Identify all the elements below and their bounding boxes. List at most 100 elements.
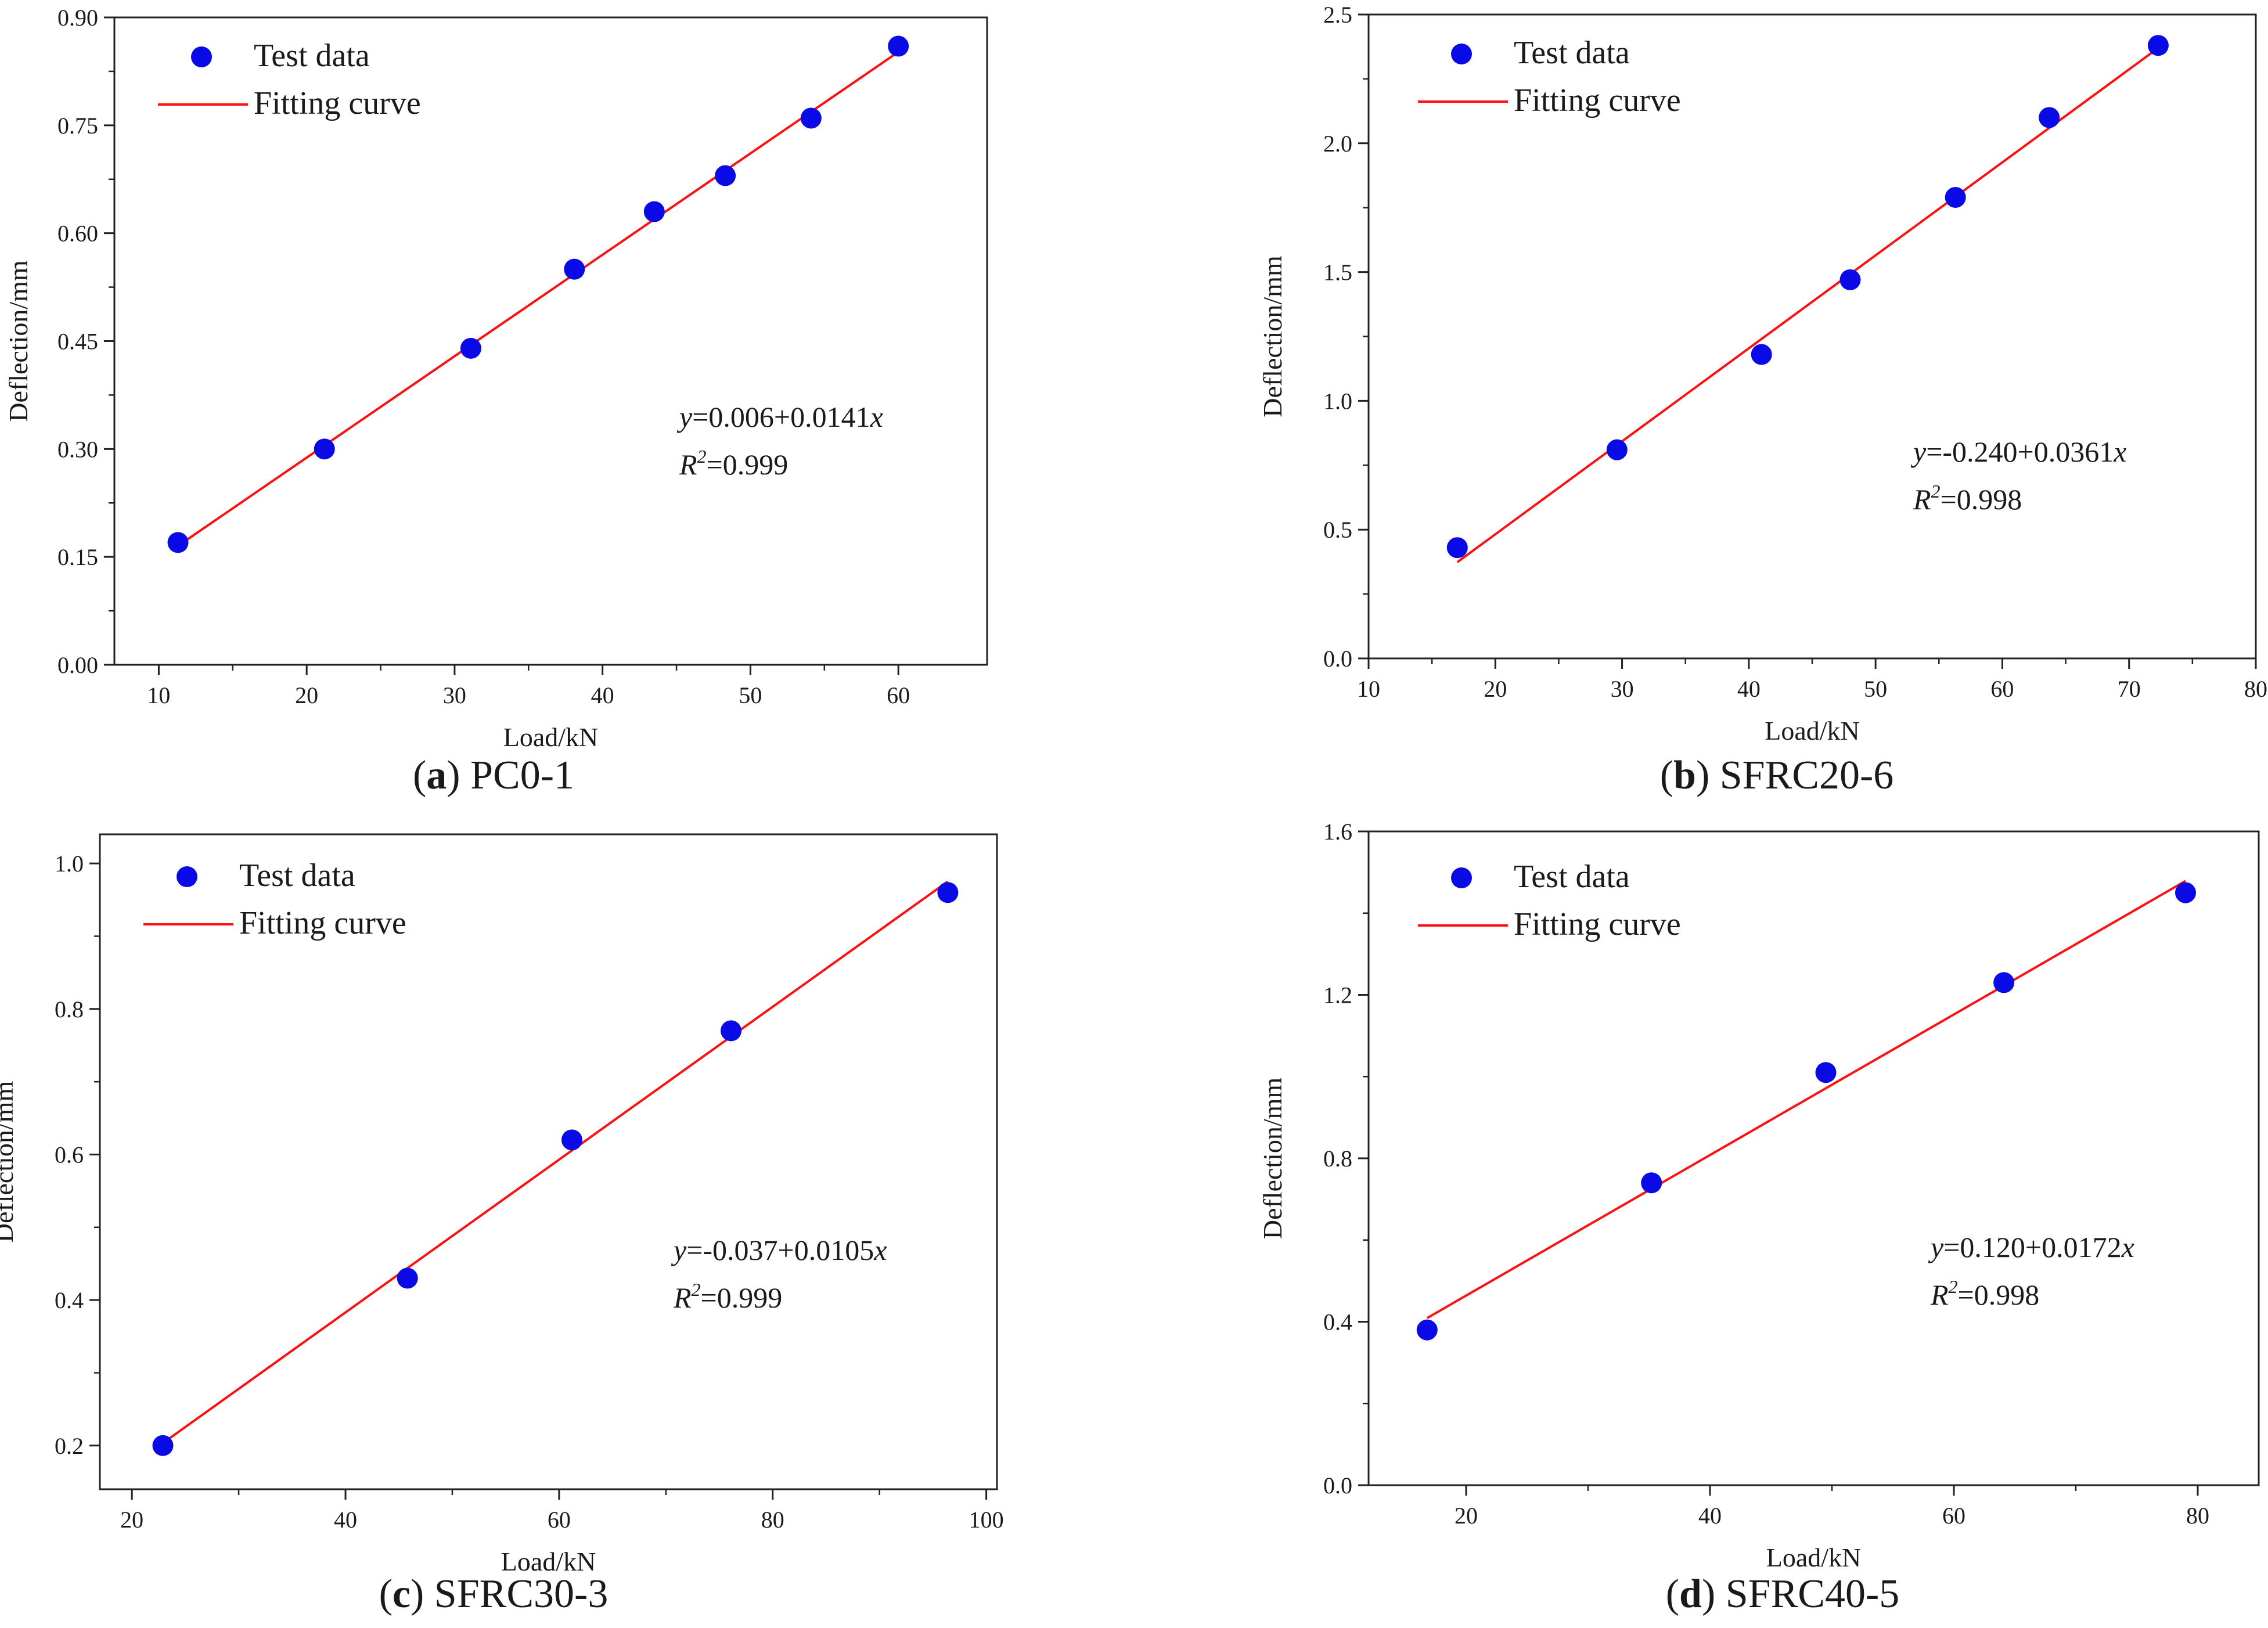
panel-caption: (b) SFRC20-6: [1660, 753, 1894, 798]
y-tick-label: 1.0: [1323, 388, 1352, 414]
data-point: [2039, 107, 2060, 128]
data-point: [937, 882, 959, 903]
y-axis-label: Deflection/mm: [3, 260, 33, 422]
x-tick-label: 80: [2186, 1503, 2209, 1529]
y-tick-label: 0.2: [55, 1433, 84, 1459]
x-tick-label: 80: [761, 1507, 784, 1533]
panel-caption: (a) PC0-1: [413, 753, 574, 798]
data-point: [1993, 972, 2015, 993]
y-tick-label: 0.60: [57, 221, 98, 247]
data-point: [1446, 537, 1468, 559]
x-tick-label: 30: [443, 682, 466, 708]
panel-b: 10 20 30 40 50 60 70 80 0.0 0.5 1.0 1.5 2.0 2.5 Load/k…: [1258, 2, 2267, 798]
x-tick-label: 20: [120, 1507, 143, 1533]
x-tick-label: 50: [739, 682, 762, 708]
data-point: [721, 1020, 742, 1042]
fit-equation: y=-0.240+0.0361x: [1910, 435, 2126, 468]
data-point: [561, 1129, 582, 1151]
data-point: [1751, 344, 1772, 365]
x-tick-label: 40: [1737, 676, 1761, 702]
legend-label-fitting-curve: Fitting curve: [1514, 82, 1681, 118]
legend-label-test-data: Test data: [1514, 35, 1630, 71]
y-tick-label: 0.90: [57, 5, 98, 31]
y-tick-label: 2.5: [1323, 2, 1352, 28]
legend-marker-test-data: [191, 46, 212, 67]
data-point: [1815, 1062, 1837, 1083]
y-tick-label: 0.15: [57, 544, 98, 570]
y-tick-label: 1.5: [1323, 260, 1352, 286]
x-tick-label: 30: [1611, 676, 1634, 702]
y-tick-label: 1.0: [55, 851, 84, 877]
x-tick-label: 60: [887, 682, 910, 708]
y-tick-label: 0.30: [57, 436, 98, 462]
y-tick-label: 0.5: [1323, 517, 1352, 543]
data-point: [2147, 35, 2169, 56]
fit-equation: y=0.120+0.0172x: [1928, 1231, 2134, 1263]
panel-a: 10 20 30 40 50 60 0.00 0.15 0.30 0.45 0.60 0.75 0.90…: [3, 5, 988, 798]
r-squared: R2=0.999: [673, 1279, 782, 1314]
x-tick-label: 10: [1357, 676, 1380, 702]
fitting-curve-line: [1456, 47, 2159, 563]
panel-c: 20 40 60 80 100 0.2 0.4 0.6 0.8 1.0 Load/kN Deflect…: [0, 833, 1004, 1616]
x-tick-label: 60: [548, 1507, 571, 1533]
y-axis-label: Deflection/mm: [1258, 255, 1287, 417]
legend-label-fitting-curve: Fitting curve: [254, 85, 421, 121]
x-tick-label: 40: [1698, 1503, 1722, 1529]
y-tick-label: 0.8: [1323, 1146, 1352, 1172]
legend-label-test-data: Test data: [1514, 859, 1630, 895]
y-tick-label: 0.6: [55, 1141, 84, 1168]
data-point: [643, 201, 665, 222]
legend-label-fitting-curve: Fitting curve: [1514, 906, 1681, 942]
data-point: [314, 438, 335, 460]
y-axis-label: Deflection/mm: [0, 1081, 19, 1243]
data-point: [1416, 1319, 1438, 1341]
legend-label-fitting-curve: Fitting curve: [239, 905, 406, 941]
legend-marker-test-data: [1451, 44, 1472, 64]
x-axis-label: Load/kN: [1766, 1543, 1862, 1572]
y-tick-label: 0.75: [57, 113, 98, 139]
r-squared: R2=0.998: [1913, 481, 2022, 516]
y-tick-label: 0.45: [57, 329, 98, 355]
x-tick-label: 60: [1990, 676, 2014, 702]
data-point: [800, 107, 822, 129]
data-point: [564, 258, 585, 280]
x-tick-label: 20: [295, 682, 318, 708]
y-tick-label: 0.4: [55, 1287, 84, 1313]
x-axis-label: Load/kN: [1765, 716, 1860, 745]
x-tick-label: 20: [1484, 676, 1507, 702]
data-point: [1945, 186, 1966, 208]
fitting-curve-line: [1426, 880, 2186, 1319]
y-tick-label: 1.2: [1323, 982, 1352, 1009]
legend: Test data Fitting curve: [158, 38, 421, 121]
r-squared: R2=0.999: [679, 446, 788, 481]
data-point: [1839, 269, 1861, 290]
x-tick-label: 40: [591, 682, 614, 708]
y-tick-label: 0.0: [1323, 646, 1352, 672]
fit-equation: y=0.006+0.0141x: [676, 401, 883, 433]
data-point: [1641, 1172, 1662, 1194]
plot-frame: [1367, 830, 2260, 1486]
data-point: [888, 35, 909, 57]
x-axis-label: Load/kN: [501, 1547, 596, 1576]
data-point: [1606, 439, 1628, 460]
data-point: [397, 1267, 418, 1289]
y-tick-label: 0.8: [55, 996, 84, 1022]
y-axis-label: Deflection/mm: [1258, 1078, 1287, 1240]
x-tick-label: 60: [1942, 1503, 1965, 1529]
legend: Test data Fitting curve: [1418, 859, 1681, 942]
panel-caption: (d) SFRC40-5: [1666, 1572, 1900, 1616]
data-point: [167, 532, 189, 553]
legend-marker-test-data: [1451, 867, 1472, 888]
y-tick-label: 0.00: [57, 652, 98, 678]
x-tick-label: 100: [969, 1507, 1004, 1533]
plot-frame: [113, 16, 988, 666]
plot-frame: [1367, 13, 2257, 660]
x-tick-label: 40: [334, 1507, 357, 1533]
y-tick-label: 1.6: [1323, 819, 1352, 845]
fitting-curve-line: [162, 880, 949, 1445]
y-tick-label: 0.4: [1323, 1309, 1352, 1335]
fitting-curve-line: [177, 51, 899, 547]
data-point: [2175, 882, 2196, 903]
x-tick-label: 70: [2118, 676, 2141, 702]
